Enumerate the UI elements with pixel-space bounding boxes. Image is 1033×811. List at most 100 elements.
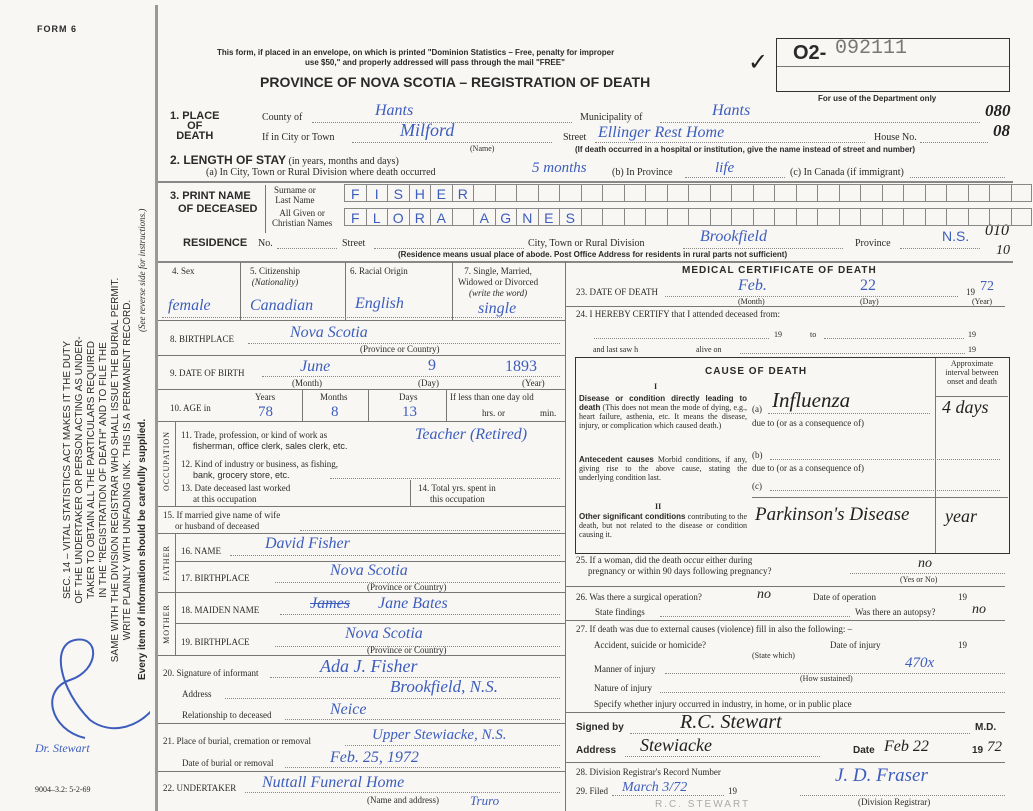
letter-box[interactable] — [903, 184, 925, 202]
letter-box[interactable] — [946, 184, 968, 202]
letter-box[interactable] — [860, 184, 882, 202]
burial-place-field[interactable]: Upper Stewiacke, N.S. — [372, 727, 507, 743]
burial-date-field[interactable]: Feb. 25, 1972 — [330, 749, 419, 766]
letter-box[interactable] — [817, 208, 839, 226]
letter-box[interactable] — [774, 208, 796, 226]
letter-box[interactable] — [688, 208, 710, 226]
letter-box[interactable] — [795, 184, 817, 202]
undertaker-city-field[interactable]: Truro — [470, 793, 500, 808]
county-field[interactable]: Hants — [375, 102, 414, 119]
letter-box[interactable] — [688, 184, 710, 202]
informant-signature-field[interactable]: Ada J. Fisher — [320, 656, 418, 676]
age-months-field[interactable]: 8 — [331, 404, 339, 420]
letter-box[interactable] — [924, 208, 946, 226]
operation-field[interactable]: no — [757, 587, 771, 602]
citizenship-field[interactable]: Canadian — [250, 297, 314, 314]
letter-box[interactable] — [709, 184, 731, 202]
informant-address-field[interactable]: Brookfield, N.S. — [390, 677, 498, 696]
cause-a-field[interactable]: Influenza — [772, 388, 851, 412]
letter-box[interactable]: A — [473, 208, 495, 226]
letter-box[interactable] — [795, 208, 817, 226]
dob-month-field[interactable]: June — [300, 358, 331, 375]
other-cause-field[interactable]: Parkinson's Disease — [755, 504, 910, 525]
letter-box[interactable]: H — [408, 184, 430, 202]
letter-box[interactable] — [903, 208, 925, 226]
certificate-year-field[interactable]: 72 — [987, 739, 1002, 755]
letter-box[interactable] — [989, 184, 1011, 202]
death-year-field[interactable]: 72 — [980, 279, 994, 294]
letter-box[interactable] — [451, 208, 473, 226]
street-field[interactable]: Ellinger Rest Home — [598, 124, 725, 141]
letter-box[interactable] — [752, 184, 774, 202]
letter-box[interactable] — [645, 184, 667, 202]
letter-box[interactable] — [1010, 184, 1032, 202]
pregnancy-field[interactable]: no — [918, 556, 932, 571]
letter-box[interactable] — [537, 184, 559, 202]
undertaker-field[interactable]: Nuttall Funeral Home — [262, 774, 405, 791]
filed-date-field[interactable]: March 3/72 — [622, 780, 688, 795]
letter-box[interactable] — [516, 184, 538, 202]
letter-box[interactable] — [666, 184, 688, 202]
letter-box[interactable] — [623, 184, 645, 202]
relationship-field[interactable]: Neice — [330, 701, 367, 718]
certificate-date-field[interactable]: Feb 22 — [884, 738, 929, 755]
registrar-signature-field[interactable]: J. D. Fraser — [835, 765, 928, 786]
letter-box[interactable] — [860, 208, 882, 226]
physician-signature-field[interactable]: R.C. Stewart — [680, 711, 782, 733]
letter-box[interactable] — [838, 208, 860, 226]
autopsy-field[interactable]: no — [972, 602, 986, 617]
letter-box[interactable] — [559, 184, 581, 202]
father-birthplace-field[interactable]: Nova Scotia — [330, 562, 408, 579]
letter-box[interactable]: R — [408, 208, 430, 226]
age-days-field[interactable]: 13 — [402, 404, 417, 420]
letter-box[interactable] — [473, 184, 495, 202]
letter-box[interactable] — [580, 208, 602, 226]
letter-box[interactable] — [602, 208, 624, 226]
letter-box[interactable]: A — [430, 208, 452, 226]
letter-box[interactable] — [731, 184, 753, 202]
letter-box[interactable] — [881, 184, 903, 202]
letter-box[interactable] — [838, 184, 860, 202]
letter-box[interactable]: F — [344, 208, 366, 226]
stay-city-field[interactable]: 5 months — [532, 160, 587, 176]
letter-box[interactable]: I — [365, 184, 387, 202]
letter-box[interactable] — [731, 208, 753, 226]
letter-box[interactable] — [709, 208, 731, 226]
dob-year-field[interactable]: 1893 — [505, 358, 537, 375]
letter-box[interactable] — [967, 184, 989, 202]
letter-box[interactable] — [602, 184, 624, 202]
mother-birthplace-field[interactable]: Nova Scotia — [345, 625, 423, 642]
age-years-field[interactable]: 78 — [258, 404, 273, 420]
residence-city-field[interactable]: Brookfield — [700, 228, 767, 245]
physician-address-field[interactable]: Stewiacke — [640, 735, 712, 755]
death-day-field[interactable]: 22 — [860, 277, 876, 294]
letter-box[interactable] — [645, 208, 667, 226]
letter-box[interactable] — [924, 184, 946, 202]
letter-box[interactable] — [967, 208, 989, 226]
letter-box[interactable]: N — [516, 208, 538, 226]
racial-origin-field[interactable]: English — [355, 295, 404, 312]
letter-box[interactable] — [580, 184, 602, 202]
letter-box[interactable] — [881, 208, 903, 226]
letter-box[interactable]: F — [344, 184, 366, 202]
letter-box[interactable] — [623, 208, 645, 226]
city-field[interactable]: Milford — [400, 120, 455, 140]
letter-box[interactable]: E — [537, 208, 559, 226]
letter-box[interactable]: R — [451, 184, 473, 202]
letter-box[interactable] — [989, 208, 1011, 226]
letter-box[interactable] — [666, 208, 688, 226]
letter-box[interactable] — [1010, 208, 1032, 226]
letter-box[interactable]: S — [559, 208, 581, 226]
marital-status-field[interactable]: single — [478, 300, 517, 317]
interval-a-field[interactable]: 4 days — [942, 397, 989, 417]
letter-box[interactable] — [817, 184, 839, 202]
sex-field[interactable]: female — [168, 297, 211, 314]
letter-box[interactable]: L — [365, 208, 387, 226]
letter-box[interactable]: O — [387, 208, 409, 226]
letter-box[interactable]: E — [430, 184, 452, 202]
death-month-field[interactable]: Feb. — [738, 277, 767, 294]
stay-province-field[interactable]: life — [715, 160, 735, 176]
trade-field[interactable]: Teacher (Retired) — [415, 426, 528, 443]
